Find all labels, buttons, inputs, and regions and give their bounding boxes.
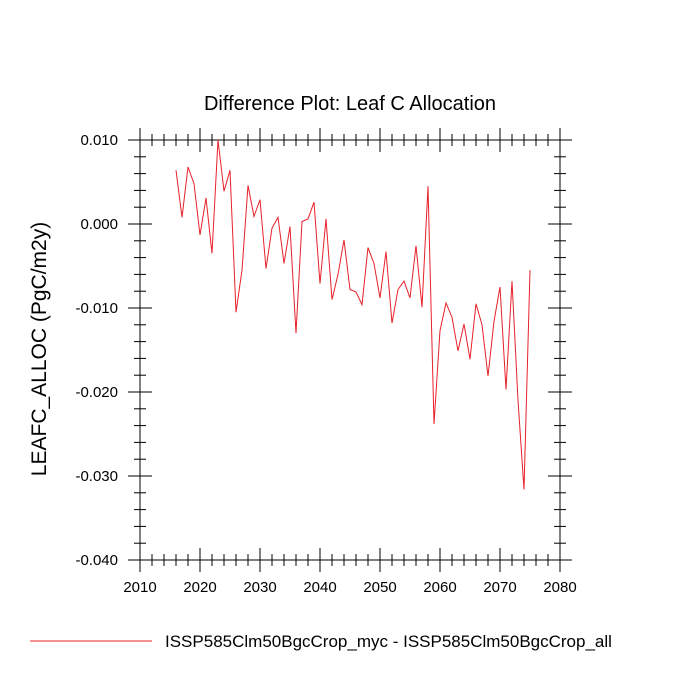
x-tick-label: 2010 (123, 579, 156, 596)
y-tick-label: -0.020 (75, 384, 118, 401)
series-line (175, 139, 531, 490)
x-tick-label: 2040 (303, 579, 336, 596)
x-tick-label: 2080 (543, 579, 576, 596)
legend: ISSP585Clm50BgcCrop_myc - ISSP585Clm50Bg… (30, 632, 612, 651)
axis-ticks (128, 128, 572, 572)
x-tick-label: 2020 (183, 579, 216, 596)
y-tick-labels: -0.040 -0.030 -0.020 -0.010 0.000 0.010 (75, 132, 118, 569)
x-tick-label: 2030 (243, 579, 276, 596)
plot-frame (139, 139, 561, 561)
y-tick-label: 0.010 (80, 132, 118, 149)
legend-series-label: ISSP585Clm50BgcCrop_myc - ISSP585Clm50Bg… (165, 632, 612, 651)
series-layer (175, 139, 531, 490)
y-tick-label: -0.030 (75, 468, 118, 485)
y-tick-label: -0.040 (75, 552, 118, 569)
y-tick-label: -0.010 (75, 300, 118, 317)
x-tick-label: 2050 (363, 579, 396, 596)
y-axis-label: LEAFC_ALLOC (PgC/m2y) (28, 222, 51, 476)
x-tick-label: 2060 (423, 579, 456, 596)
y-tick-label: 0.000 (80, 216, 118, 233)
chart-title: Difference Plot: Leaf C Allocation (204, 93, 496, 115)
x-tick-label: 2070 (483, 579, 516, 596)
x-tick-labels: 2010 2020 2030 2040 2050 2060 2070 2080 (123, 579, 576, 596)
